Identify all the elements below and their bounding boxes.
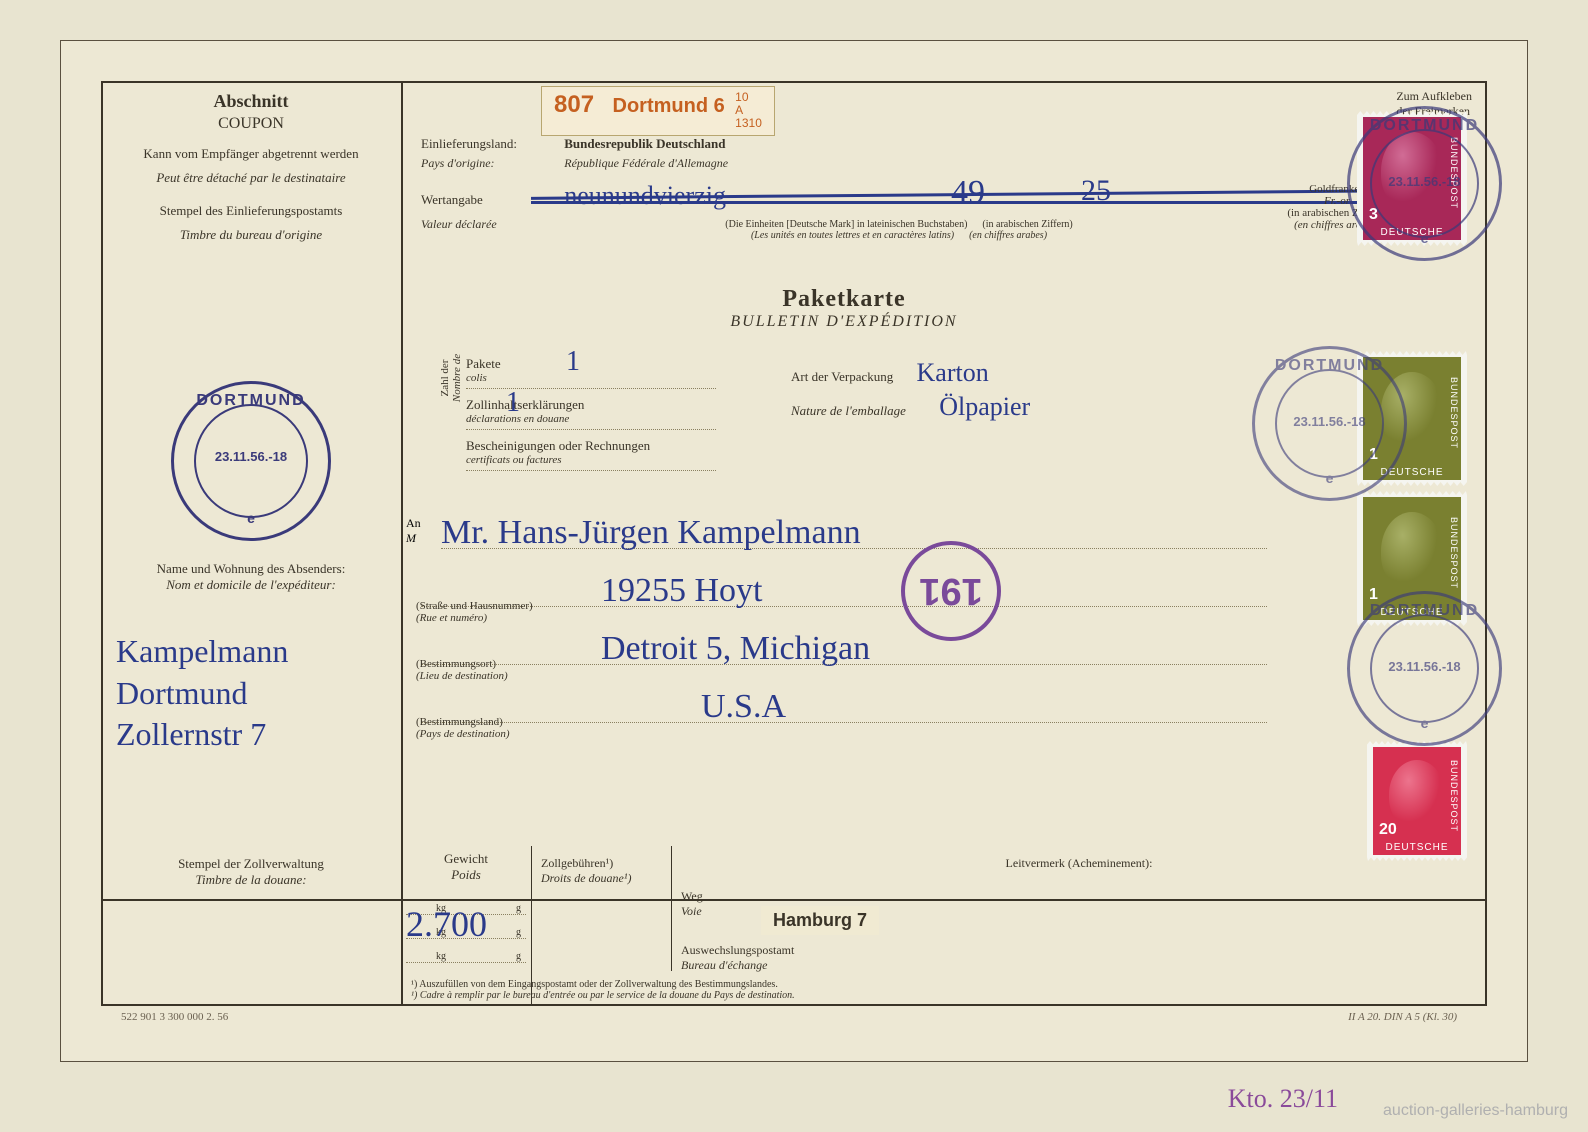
registration-label: 807 Dortmund 6 10 A 1310 (541, 86, 775, 136)
origin-country-label-fr: Pays d'origine: (421, 156, 561, 171)
recipient-city: Detroit 5, Michigan (601, 630, 870, 667)
purple-marking: 191 (901, 541, 1001, 641)
packaging-type: Karton (917, 358, 989, 387)
vertical-divider (401, 81, 403, 901)
sender-label-fr: Nom et domicile de l'expéditeur: (111, 577, 391, 593)
postmark-stamp1: DORTMUND 23.11.56.-18 e (1347, 106, 1502, 261)
postmark-letter: e (174, 510, 328, 526)
reg-city: Dortmund 6 (613, 95, 725, 117)
weight-value: 2.700 (406, 901, 487, 948)
annotation: Kto. 23/11 (1228, 1084, 1338, 1114)
title-de: Paketkarte (421, 286, 1267, 313)
address-section: An M Mr. Hans-Jürgen Kampelmann (Straße … (421, 511, 1267, 743)
paketkarte-document: Abschnitt COUPON Kann vom Empfänger abge… (60, 40, 1528, 1062)
origin-country-de: Bundesrepublik Deutschland (564, 136, 725, 151)
packaging-label-de: Art der Verpackung (791, 369, 893, 384)
reg-codes: 10 A 1310 (735, 91, 762, 131)
footer-code-left: 522 901 3 300 000 2. 56 (121, 1011, 228, 1023)
declarations-label-fr: déclarations en douane (466, 413, 716, 425)
crossout-line (531, 201, 1407, 204)
postmark-stamp2: DORTMUND 23.11.56.-18 e (1252, 346, 1407, 501)
coupon-title-fr: COUPON (111, 115, 391, 133)
packages-label-fr: colis (466, 372, 716, 384)
postmark-date: 23.11.56.-18 (174, 449, 328, 464)
customs-stamp-label: Stempel der Zollverwaltung Timbre de la … (111, 856, 391, 888)
value-notes: (Die Einheiten [Deutsche Mark] in latein… (531, 219, 1267, 241)
sender-city: Dortmund (116, 673, 386, 715)
sender-name: Kampelmann (116, 631, 386, 673)
sender-street: Zollernstr 7 (116, 714, 386, 756)
postmark-city: DORTMUND (174, 392, 328, 410)
weight-section: Gewicht Poids kgg kgg kgg 2.700 (406, 851, 526, 963)
to-label: An M (406, 516, 421, 546)
origin-country-label-de: Einlieferungsland: (421, 136, 561, 152)
count-vertical-label: Zahl der Nombre de (439, 338, 463, 418)
postmark-stamp3: DORTMUND 23.11.56.-18 e (1347, 591, 1502, 746)
coupon-detach-fr: Peut être détaché par le destinataire (111, 169, 391, 187)
coupon-stamp-de: Stempel des Einlieferungspostamts (111, 202, 391, 220)
certificates-label-de: Bescheinigungen oder Rechnungen (466, 438, 716, 454)
packages-label-de: Pakete (466, 356, 716, 372)
coupon-section: Abschnitt COUPON Kann vom Empfänger abge… (111, 91, 391, 249)
coupon-title-de: Abschnitt (111, 91, 391, 112)
count-section: Zahl der Nombre de Pakete colis 1 Zollin… (416, 356, 716, 479)
routing-hamburg: Hamburg 7 (761, 906, 879, 935)
stamp-20: BUNDESPOST 20 DEUTSCHE (1367, 741, 1467, 861)
value-label-de: Wertangabe (421, 192, 561, 208)
reg-number: 807 (554, 91, 594, 118)
recipient-street: 19255 Hoyt (601, 572, 763, 609)
sender-handwriting: Kampelmann Dortmund Zollernstr 7 (116, 631, 386, 756)
declarations-value: 1 (506, 385, 520, 421)
sender-label-de: Name und Wohnung des Absenders: (111, 561, 391, 577)
coupon-stamp-fr: Timbre du bureau d'origine (111, 226, 391, 244)
packaging-label-fr: Nature de l'emballage (791, 403, 906, 418)
value-25: 25 (1081, 171, 1111, 210)
packaging-material: Ölpapier (939, 392, 1030, 421)
title-fr: BULLETIN D'EXPÉDITION (421, 313, 1267, 331)
recipient-name: Mr. Hans-Jürgen Kampelmann (441, 514, 861, 551)
watermark: auction-galleries-hamburg (1383, 1102, 1568, 1120)
footnote: ¹) Auszufüllen von dem Eingangspostamt o… (411, 979, 1477, 1001)
origin-country-fr: République Fédérale d'Allemagne (564, 156, 728, 170)
sender-label: Name und Wohnung des Absenders: Nom et d… (111, 561, 391, 593)
packages-value: 1 (566, 344, 580, 380)
bottom-section: Stempel der Zollverwaltung Timbre de la … (101, 846, 1487, 1006)
packaging-section: Art der Verpackung Karton Nature de l'em… (791, 356, 1030, 424)
customs-fees: Zollgebühren¹) Droits de douane¹) (541, 856, 631, 886)
footer-code-right: II A 20. DIN A 5 (Kl. 30) (1348, 1011, 1457, 1023)
coupon-detach-de: Kann vom Empfänger abgetrennt werden (111, 145, 391, 163)
declarations-label-de: Zollinhaltserklärungen (466, 397, 716, 413)
postmark-coupon: DORTMUND 23.11.56.-18 e (171, 381, 331, 541)
paketkarte-title: Paketkarte BULLETIN D'EXPÉDITION (421, 286, 1267, 331)
recipient-country: U.S.A (701, 688, 786, 725)
certificates-label-fr: certificats ou factures (466, 454, 716, 466)
